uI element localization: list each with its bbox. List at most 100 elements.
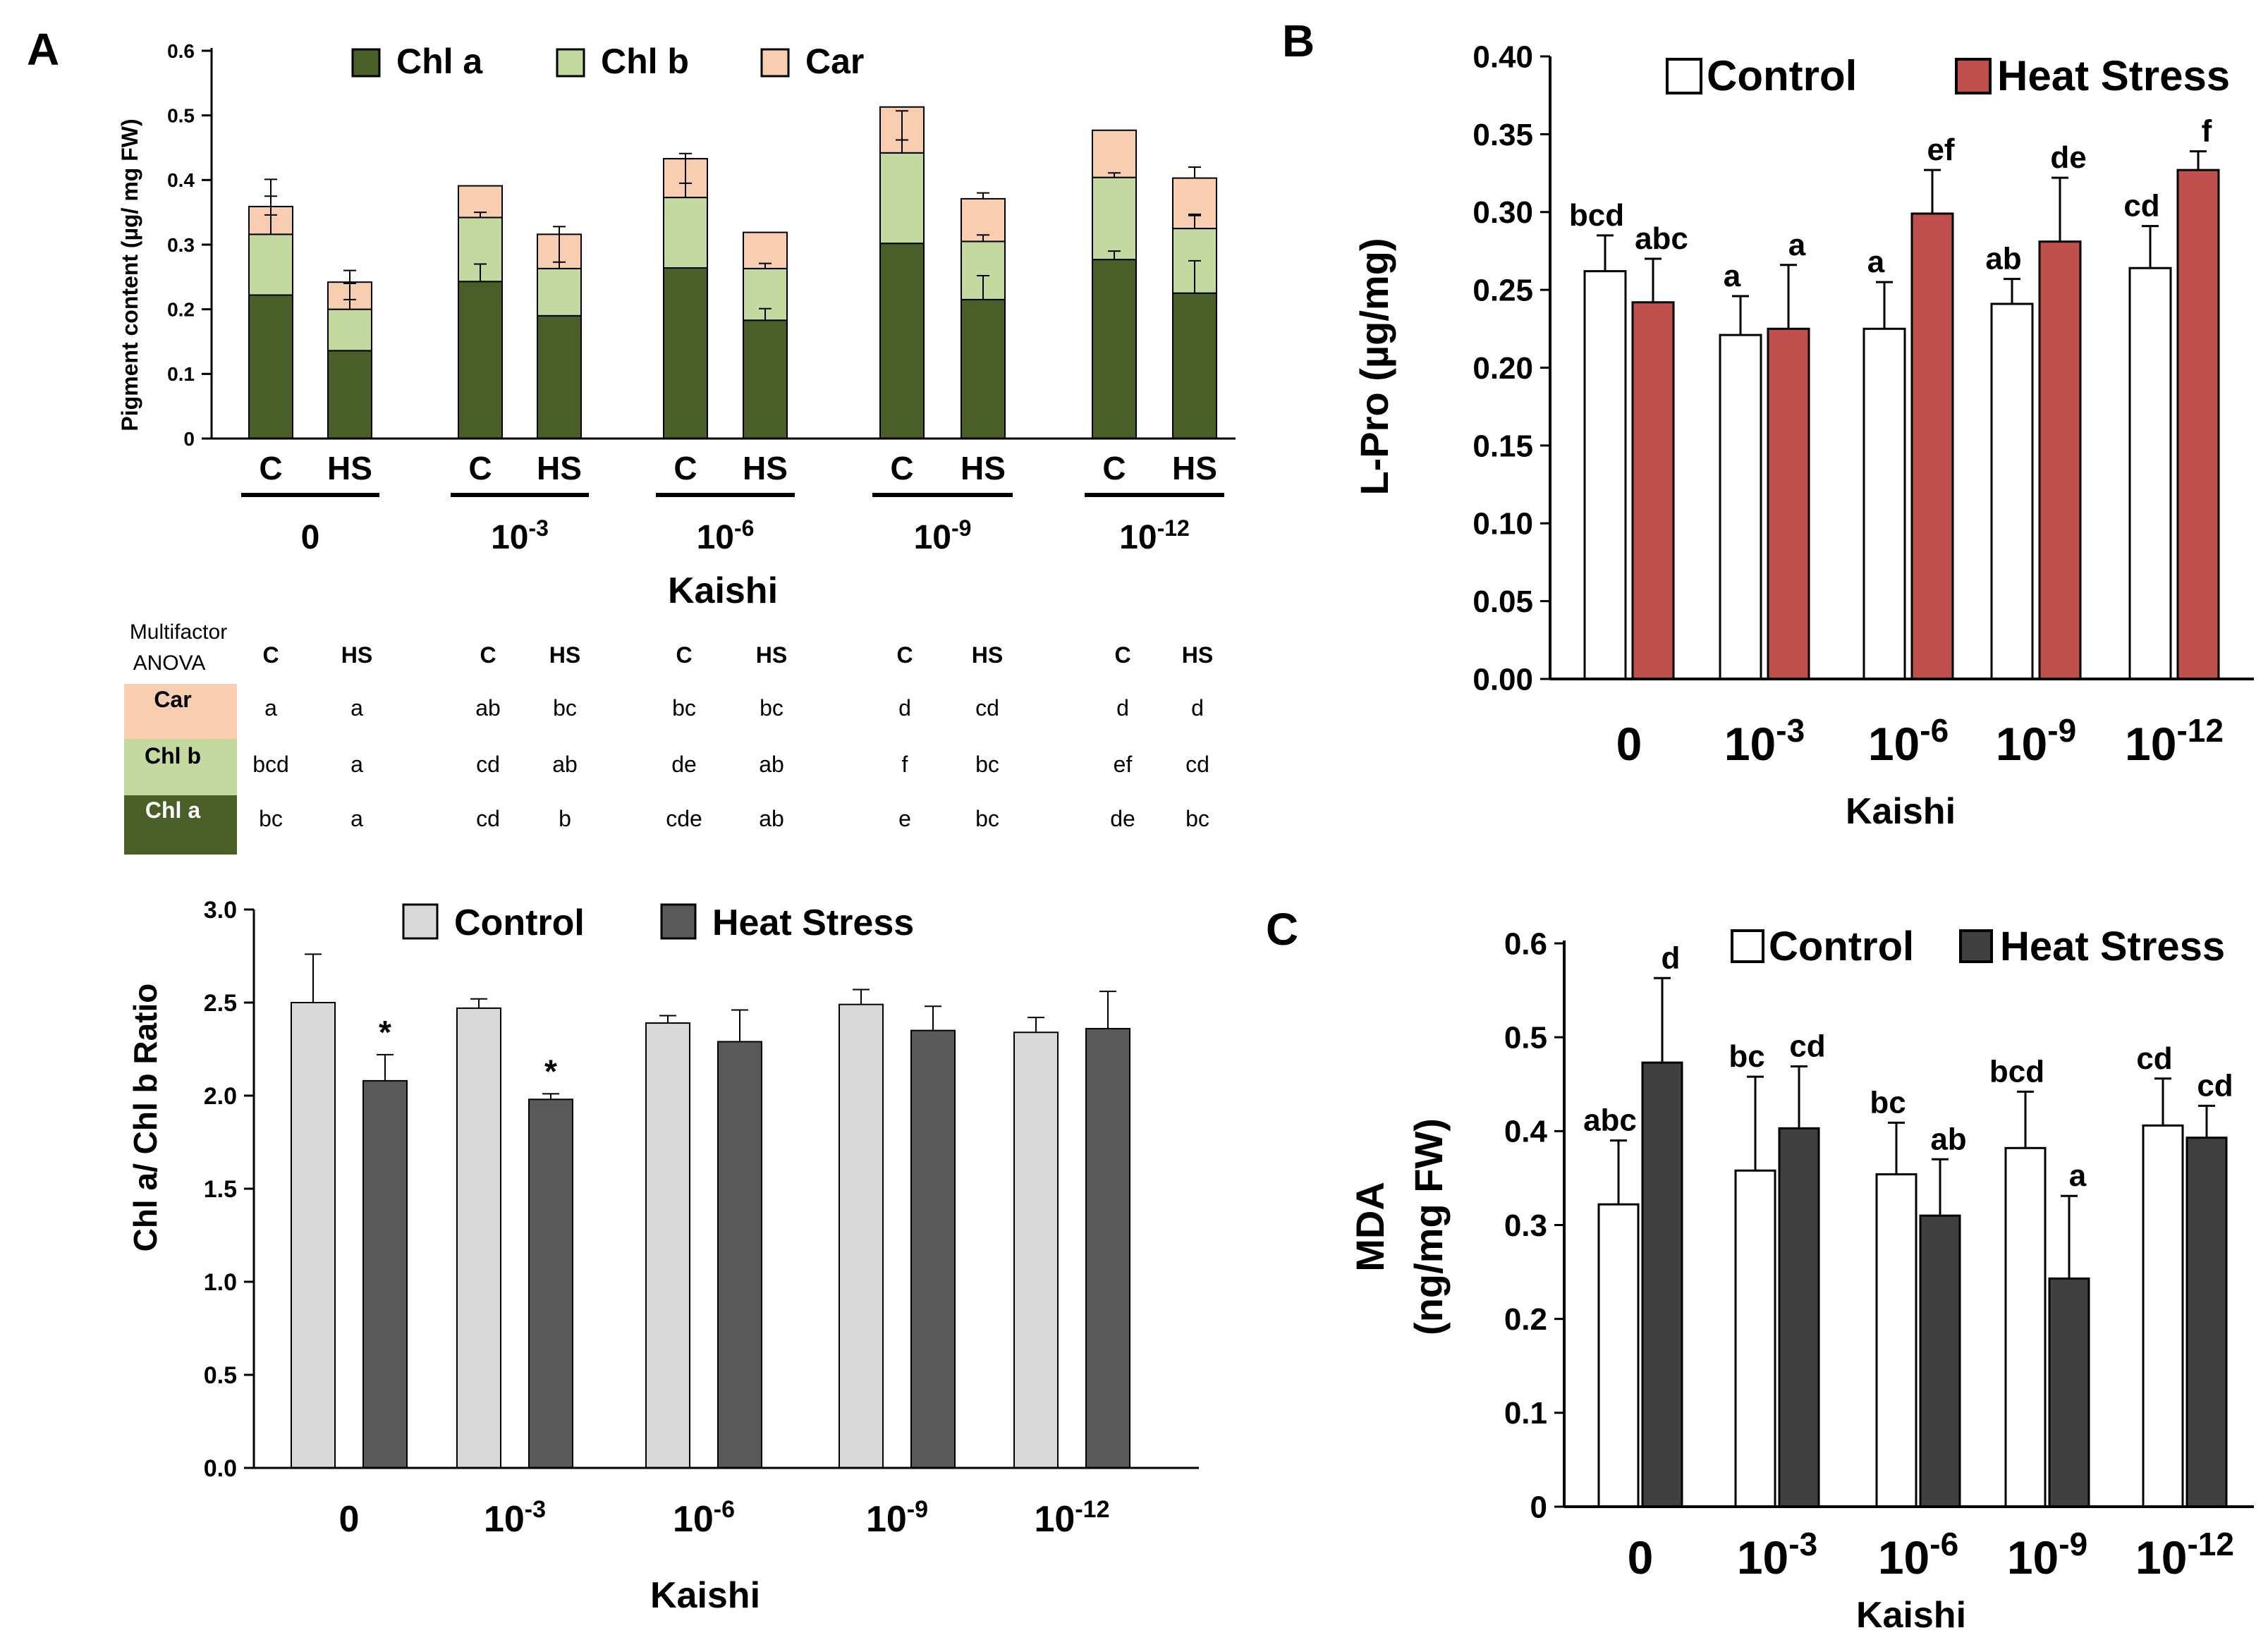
pigment-error-bar [759, 262, 772, 269]
pigment-error-bar [343, 269, 356, 283]
mda-bar-heat [2048, 1277, 2090, 1508]
ratio-y-tick-label: 2.5 [204, 990, 237, 1017]
ratio-group-label: 10-3 [484, 1496, 546, 1540]
mda-significance-label: abc [1583, 1103, 1637, 1138]
ratio-bar-heat [362, 1079, 408, 1469]
anova-cell: de [1110, 806, 1135, 831]
lpro-error-bar [2190, 150, 2207, 171]
pigment-sublabel: C [890, 450, 913, 486]
pigment-error-bar [977, 192, 989, 199]
pigment-bar-car [743, 231, 788, 269]
lpro-significance-label: a [1724, 259, 1741, 293]
anova-cell: f [902, 752, 908, 777]
ratio-group-label: 10-9 [866, 1496, 928, 1540]
ratio-y-tick-label: 1.5 [204, 1176, 237, 1203]
mda-error-bar [2198, 1104, 2215, 1138]
pigment-y-label: Pigment content (µg/ mg FW) [117, 118, 142, 431]
anova-cell: bc [259, 806, 283, 831]
mda-group-label: 10-9 [2007, 1526, 2087, 1584]
anova-cell: bc [553, 695, 577, 721]
lpro-group-label: 10-3 [1724, 712, 1805, 770]
mda-legend-swatch-heat [1959, 929, 1993, 963]
mda-y-tick-label: 0 [1530, 1490, 1547, 1524]
ratio-error-bar [305, 953, 322, 1003]
pigment-bar-chl-a [458, 281, 503, 439]
lpro-error-bar [1924, 169, 1941, 214]
mda-legend-label-control: Control [1769, 924, 1914, 969]
lpro-bar-control [1862, 327, 1906, 680]
lpro-significance-label: bcd [1569, 198, 1624, 233]
pigment-group-label: 10-3 [491, 515, 549, 556]
ratio-error-bar [925, 1005, 941, 1031]
anova-col-header: HS [341, 642, 372, 668]
mda-y-tick-label: 0.5 [1504, 1021, 1547, 1055]
anova-cell: a [350, 806, 363, 831]
pigment-error-bar [1188, 259, 1201, 293]
mda-error-bar [2154, 1077, 2171, 1126]
lpro-error-bar [2142, 225, 2159, 269]
ratio-error-bar [1028, 1017, 1044, 1033]
mda-error-bar [2061, 1194, 2078, 1279]
legend-swatch-chl-a [351, 48, 381, 78]
pigment-chart: Pigment content (µg/ mg FW) Chl a Chl b … [117, 40, 1236, 611]
legend-label-car: Car [805, 42, 864, 81]
pigment-bar-chl-a [961, 298, 1006, 439]
mda-bar-control [1597, 1203, 1640, 1508]
anova-col-header: C [262, 642, 279, 668]
mda-significance-label: cd [1789, 1029, 1825, 1063]
mda-legend: Control Heat Stress [1731, 924, 2225, 969]
lpro-bar-heat [1910, 212, 1954, 680]
pigment-error-bar [1188, 213, 1201, 229]
anova-cell: ef [1114, 752, 1133, 777]
ratio-chart: Chl a/ Chl b Ratio Control Heat Stress 0… [127, 897, 1199, 1616]
pigment-x-label: Kaishi [668, 570, 778, 611]
mda-y-tick-label: 0.3 [1504, 1208, 1547, 1243]
lpro-y-tick-label: 0.40 [1473, 39, 1533, 74]
mda-bar-control [2004, 1146, 2047, 1508]
pigment-error-bar [264, 214, 277, 235]
ratio-bar-control [1013, 1031, 1059, 1469]
pigment-group-label: 0 [301, 519, 320, 556]
mda-group-label: 10-3 [1737, 1526, 1817, 1584]
lpro-y-tick-label: 0.35 [1473, 118, 1533, 152]
mda-y-tick-label: 0.4 [1504, 1115, 1548, 1149]
pigment-bar-chl-b [327, 308, 372, 352]
pigment-y-tick-label: 0.2 [167, 298, 195, 320]
mda-error-bar [1747, 1075, 1764, 1171]
lpro-legend: Control Heat Stress [1666, 52, 2230, 99]
pigment-group-label: 10-9 [914, 515, 972, 556]
pigment-error-bar [1108, 250, 1121, 260]
ratio-y-label: Chl a/ Chl b Ratio [127, 984, 164, 1252]
anova-cell: de [671, 752, 697, 777]
ratio-group-label: 10-6 [673, 1496, 735, 1540]
lpro-y-tick-label: 0.05 [1473, 584, 1533, 619]
pigment-error-bar [759, 307, 772, 321]
ratio-bar-heat [1085, 1027, 1130, 1469]
anova-cell: cd [476, 752, 500, 777]
anova-col-header: C [676, 642, 692, 668]
anova-row-chlb-swatch [124, 739, 237, 795]
lpro-bar-heat [2038, 240, 2082, 680]
anova-col-header: C [480, 642, 496, 668]
anova-cell: bcd [252, 752, 289, 777]
anova-cell: d [1191, 695, 1204, 721]
anova-cell: ab [759, 806, 784, 831]
anova-cell: bc [975, 752, 999, 777]
mda-group-label: 10-6 [1878, 1526, 1958, 1584]
lpro-error-bar [2051, 176, 2068, 242]
legend-swatch-car [760, 48, 790, 78]
mda-chart: MDA (ng/mg FW) Control Heat Stress 0 0.1 0… [1348, 924, 2254, 1636]
lpro-bar-control [1719, 333, 1762, 680]
pigment-bar-chl-b [1092, 176, 1137, 261]
pigment-y-tick-label: 0.3 [167, 234, 195, 256]
mda-bar-heat [1919, 1214, 1961, 1508]
lpro-significance-label: cd [2123, 189, 2159, 224]
lpro-error-bar [1780, 264, 1797, 329]
ratio-y-tick-label: 1.0 [204, 1269, 237, 1296]
panel-label-c: C [1266, 904, 1298, 955]
pigment-bar-chl-b [248, 233, 293, 296]
ratio-bar-control [456, 1007, 501, 1469]
ratio-significance-label: * [379, 1014, 391, 1051]
pigment-bar-car [1092, 129, 1137, 178]
lpro-bar-heat [2176, 169, 2220, 680]
